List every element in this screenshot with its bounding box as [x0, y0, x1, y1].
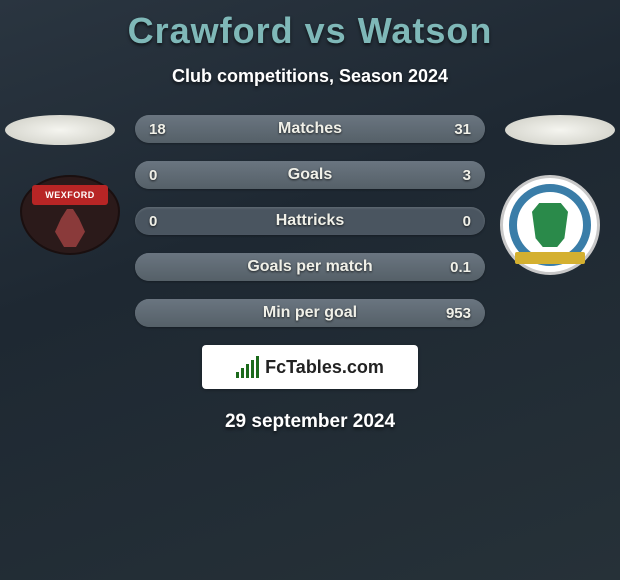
stat-right-value: 953	[446, 305, 471, 322]
stat-row: 0Goals3	[135, 161, 485, 189]
stat-right-value: 3	[463, 167, 471, 184]
stat-row: Min per goal953	[135, 299, 485, 327]
stat-right-value: 31	[454, 121, 471, 138]
stat-label: Goals per match	[135, 258, 485, 276]
logo-bars-icon	[236, 356, 259, 378]
wexford-badge-player-icon	[55, 209, 85, 247]
stat-label: Hattricks	[135, 212, 485, 230]
stat-label: Matches	[135, 120, 485, 138]
stats-container: 18Matches310Goals30Hattricks0Goals per m…	[135, 115, 485, 327]
finnharps-badge-banner	[515, 252, 585, 264]
logo-text: FcTables.com	[265, 357, 384, 378]
right-team-badge	[500, 175, 600, 255]
stat-label: Min per goal	[135, 304, 485, 322]
subtitle: Club competitions, Season 2024	[0, 66, 620, 87]
harp-icon	[532, 203, 568, 247]
page-title: Crawford vs Watson	[0, 0, 620, 52]
left-team-badge: WEXFORD	[20, 175, 120, 255]
stat-right-value: 0.1	[450, 259, 471, 276]
stat-right-value: 0	[463, 213, 471, 230]
finnharps-badge-shape	[500, 175, 600, 275]
comparison-area: WEXFORD 18Matches310Goals30Hattricks0Goa…	[0, 115, 620, 433]
wexford-badge-shape: WEXFORD	[20, 175, 120, 255]
stat-row: 18Matches31	[135, 115, 485, 143]
left-oval-decor	[5, 115, 115, 145]
stat-label: Goals	[135, 166, 485, 184]
date-text: 29 september 2024	[0, 411, 620, 433]
stat-row: Goals per match0.1	[135, 253, 485, 281]
right-oval-decor	[505, 115, 615, 145]
wexford-badge-text: WEXFORD	[32, 185, 108, 205]
fctables-logo[interactable]: FcTables.com	[202, 345, 418, 389]
stat-row: 0Hattricks0	[135, 207, 485, 235]
